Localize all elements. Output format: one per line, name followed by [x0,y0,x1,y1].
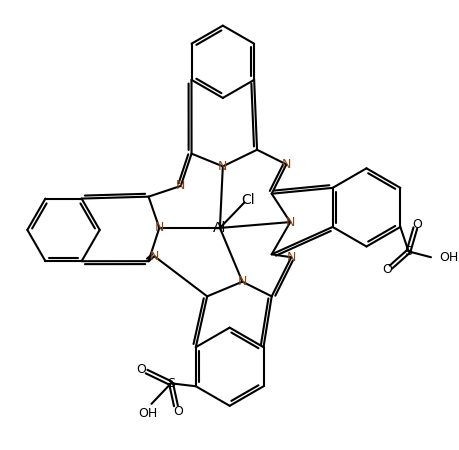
Text: S: S [404,245,413,258]
Text: O: O [136,363,146,376]
Text: N: N [176,180,185,193]
Text: N: N [155,221,164,234]
Text: Cl: Cl [241,193,255,207]
Text: O: O [173,405,183,418]
Text: N: N [218,160,228,173]
Text: Al: Al [213,221,227,235]
Text: O: O [412,217,422,230]
Text: OH: OH [439,251,458,264]
Text: N: N [286,251,296,264]
Text: O: O [382,263,392,276]
Text: OH: OH [138,407,157,420]
Text: N: N [150,250,159,263]
Text: N: N [238,275,247,288]
Text: S: S [167,377,175,390]
Text: N: N [282,158,291,171]
Text: N: N [285,216,295,229]
